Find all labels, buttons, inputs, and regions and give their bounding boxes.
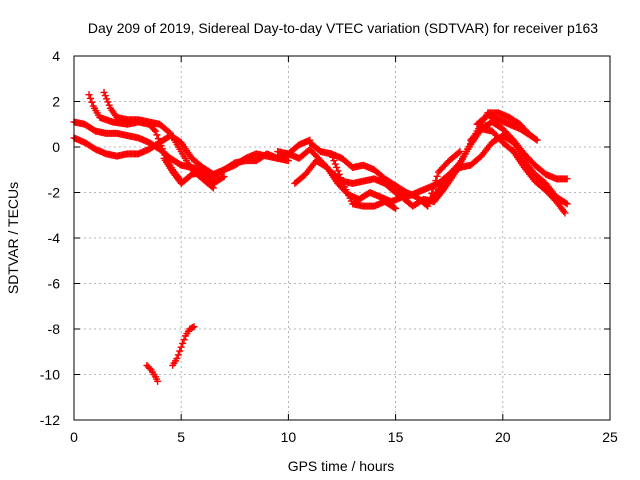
data-point bbox=[390, 204, 398, 212]
y-tick-label: -2 bbox=[48, 185, 61, 201]
x-tick-label: 10 bbox=[281, 429, 297, 445]
series-track-13 bbox=[143, 361, 162, 385]
y-tick-label: 4 bbox=[52, 48, 60, 64]
y-tick-label: -12 bbox=[40, 412, 60, 428]
data-point bbox=[160, 148, 168, 156]
x-tick-label: 25 bbox=[602, 429, 618, 445]
data-point bbox=[146, 364, 154, 372]
y-tick-label: -10 bbox=[40, 367, 60, 383]
data-point bbox=[562, 199, 570, 207]
data-point bbox=[105, 101, 113, 109]
chart-title: Day 209 of 2019, Sidereal Day-to-day VTE… bbox=[88, 20, 598, 36]
data-point bbox=[335, 170, 343, 178]
x-tick-label: 0 bbox=[70, 429, 78, 445]
data-point bbox=[333, 163, 341, 171]
series-track-10 bbox=[424, 132, 571, 208]
series-track-14 bbox=[169, 323, 198, 369]
data-point bbox=[189, 323, 197, 331]
y-axis-label: SDTVAR / TECUs bbox=[5, 182, 21, 294]
series-track-3 bbox=[100, 88, 217, 192]
series-track-12 bbox=[473, 111, 541, 144]
data-point bbox=[101, 92, 109, 100]
series-track-9 bbox=[327, 150, 400, 212]
data-point bbox=[433, 172, 441, 180]
axis-ticks: 0 5 10 15 20 25 -12 -10 -8 -6 -4 -2 0 2 4 bbox=[40, 48, 618, 445]
data-point bbox=[190, 323, 198, 331]
data-markers bbox=[70, 88, 571, 385]
data-point bbox=[563, 175, 571, 183]
data-point bbox=[429, 185, 437, 193]
data-point bbox=[88, 98, 96, 106]
data-point bbox=[150, 126, 158, 134]
data-point bbox=[177, 343, 185, 351]
data-point bbox=[220, 173, 228, 181]
data-point bbox=[284, 157, 292, 165]
y-tick-label: -8 bbox=[48, 321, 61, 337]
data-point bbox=[432, 177, 440, 185]
data-point bbox=[533, 136, 541, 144]
series-track-4 bbox=[70, 132, 292, 178]
data-point bbox=[104, 98, 112, 106]
data-point bbox=[151, 127, 159, 135]
data-point bbox=[219, 173, 227, 181]
series-track-11 bbox=[467, 125, 569, 217]
data-point bbox=[174, 351, 182, 359]
x-tick-label: 20 bbox=[495, 429, 511, 445]
data-point bbox=[176, 347, 184, 355]
x-axis-label: GPS time / hours bbox=[288, 458, 395, 474]
y-tick-label: 2 bbox=[52, 94, 60, 110]
data-point bbox=[561, 209, 569, 217]
data-point bbox=[85, 91, 93, 99]
x-tick-label: 5 bbox=[177, 429, 185, 445]
data-point bbox=[456, 148, 464, 156]
data-point bbox=[154, 377, 162, 385]
data-point bbox=[455, 149, 463, 157]
data-point bbox=[392, 204, 400, 212]
data-point bbox=[180, 336, 188, 344]
data-point bbox=[86, 94, 94, 102]
data-point bbox=[158, 145, 166, 153]
x-tick-label: 15 bbox=[388, 429, 404, 445]
data-point bbox=[430, 181, 438, 189]
data-point bbox=[532, 135, 540, 143]
data-point bbox=[100, 88, 108, 96]
data-point bbox=[327, 150, 335, 158]
y-tick-label: 0 bbox=[52, 139, 60, 155]
data-point bbox=[329, 153, 337, 161]
data-point bbox=[563, 200, 571, 208]
data-point bbox=[330, 157, 338, 165]
data-point bbox=[103, 95, 111, 103]
data-point bbox=[337, 174, 345, 182]
data-point bbox=[153, 131, 161, 139]
data-point bbox=[179, 339, 187, 347]
data-point bbox=[173, 355, 181, 363]
y-tick-label: -4 bbox=[48, 230, 61, 246]
y-tick-label: -6 bbox=[48, 276, 61, 292]
data-point bbox=[560, 207, 568, 215]
series-track-5 bbox=[160, 154, 228, 187]
data-point bbox=[334, 167, 342, 175]
data-point bbox=[331, 160, 339, 168]
